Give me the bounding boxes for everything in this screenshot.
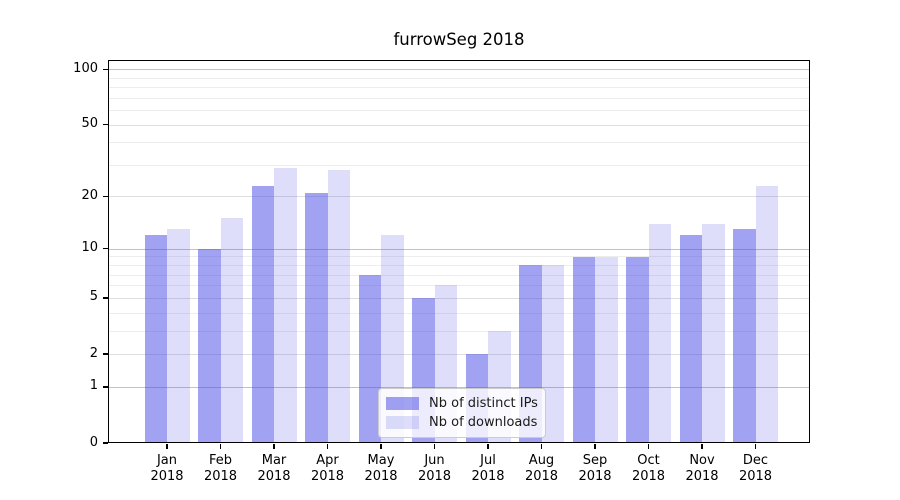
bar-apr-ips: [305, 192, 328, 443]
x-tick-mark-Jan: [166, 444, 168, 449]
x-tick-label-Sep: Sep 2018: [578, 453, 612, 484]
y-tick-label-0: 0: [89, 434, 98, 450]
gridline-80: [108, 87, 810, 89]
legend: Nb of distinct IPs Nb of downloads: [378, 388, 546, 438]
gridline-60: [108, 110, 810, 112]
x-tick-label-Jan: Jan 2018: [150, 453, 184, 484]
x-tick-mark-May: [380, 444, 382, 449]
y-tick-label-2: 2: [89, 345, 98, 361]
bar-dec-downloads: [755, 185, 778, 443]
x-tick-label-Oct: Oct 2018: [631, 453, 666, 484]
gridline-7: [108, 274, 810, 276]
gridline-1: [108, 386, 810, 388]
x-tick-mark-Sep: [594, 444, 596, 449]
x-tick-label-Apr: Apr 2018: [310, 453, 345, 484]
gridline-40: [108, 142, 810, 144]
gridline-90: [108, 77, 810, 79]
bar-sep-ips: [572, 256, 595, 443]
y-tick-label-50: 50: [81, 116, 98, 132]
legend-item-distinct-ips: Nb of distinct IPs: [386, 396, 538, 411]
gridline-3: [108, 330, 810, 332]
y-tick-mark-10: [103, 248, 108, 250]
bar-aug-downloads: [541, 265, 564, 443]
x-tick-mark-Apr: [326, 444, 329, 449]
y-tick-mark-0: [103, 442, 108, 444]
chart-title: furrowSeg 2018: [393, 30, 525, 49]
legend-item-downloads: Nb of downloads: [386, 415, 537, 430]
y-tick-label-100: 100: [73, 60, 98, 76]
x-tick-label-Dec: Dec 2018: [738, 453, 773, 484]
y-tick-mark-1: [103, 386, 108, 388]
y-tick-mark-5: [103, 297, 108, 299]
x-tick-label-Jun: Jun 2018: [417, 453, 452, 484]
x-tick-label-May: May 2018: [364, 453, 398, 484]
x-tick-label-Aug: Aug 2018: [524, 453, 559, 484]
gridline-5: [108, 297, 810, 299]
gridline-6: [108, 285, 810, 287]
bar-dec-ips: [733, 229, 756, 443]
y-tick-mark-100: [103, 68, 108, 70]
x-tick-mark-Nov: [701, 444, 703, 449]
gridline-9: [108, 256, 810, 258]
y-tick-mark-2: [103, 353, 108, 355]
y-tick-label-1: 1: [89, 378, 98, 394]
bar-oct-ips: [626, 256, 649, 443]
x-tick-mark-Mar: [273, 444, 275, 449]
bar-sep-downloads: [595, 256, 618, 443]
bar-feb-ips: [198, 248, 221, 443]
bar-may-ips: [358, 274, 381, 443]
x-tick-mark-Oct: [647, 444, 650, 449]
bar-mar-downloads: [274, 167, 297, 443]
bar-oct-downloads: [648, 223, 671, 443]
x-tick-mark-Jun: [433, 444, 436, 449]
gridline-100: [108, 69, 810, 71]
y-tick-label-5: 5: [89, 289, 98, 305]
plot-area: [108, 60, 810, 443]
gridline-10: [108, 248, 810, 250]
bar-nov-downloads: [702, 223, 725, 443]
legend-label-downloads: Nb of downloads: [429, 415, 538, 430]
legend-label-distinct-ips: Nb of distinct IPs: [429, 396, 538, 411]
gridline-30: [108, 164, 810, 166]
x-tick-mark-Feb: [219, 444, 222, 449]
x-tick-mark-Jul: [487, 444, 489, 449]
y-tick-label-10: 10: [81, 240, 98, 256]
x-tick-label-Jul: Jul 2018: [471, 453, 505, 484]
gridline-20: [108, 196, 810, 198]
bar-jan-ips: [144, 235, 167, 443]
bar-jan-downloads: [167, 229, 190, 443]
gridline-8: [108, 265, 810, 267]
x-tick-label-Nov: Nov 2018: [685, 453, 719, 484]
gridline-70: [108, 97, 810, 99]
bar-feb-downloads: [220, 218, 243, 443]
y-tick-label-20: 20: [81, 187, 98, 203]
bar-nov-ips: [679, 235, 702, 443]
y-tick-mark-20: [103, 195, 108, 198]
gridline-50: [108, 124, 810, 126]
gridline-4: [108, 312, 810, 314]
x-tick-label-Mar: Mar 2018: [257, 453, 291, 484]
legend-swatch-downloads: [386, 416, 419, 429]
legend-swatch-distinct-ips: [386, 397, 419, 410]
x-tick-mark-Aug: [540, 444, 543, 449]
x-tick-mark-Dec: [754, 444, 757, 449]
bar-apr-downloads: [327, 170, 350, 443]
y-tick-mark-50: [103, 123, 108, 126]
x-tick-label-Feb: Feb 2018: [203, 453, 238, 484]
gridline-2: [108, 354, 810, 355]
bar-mar-ips: [251, 185, 274, 443]
